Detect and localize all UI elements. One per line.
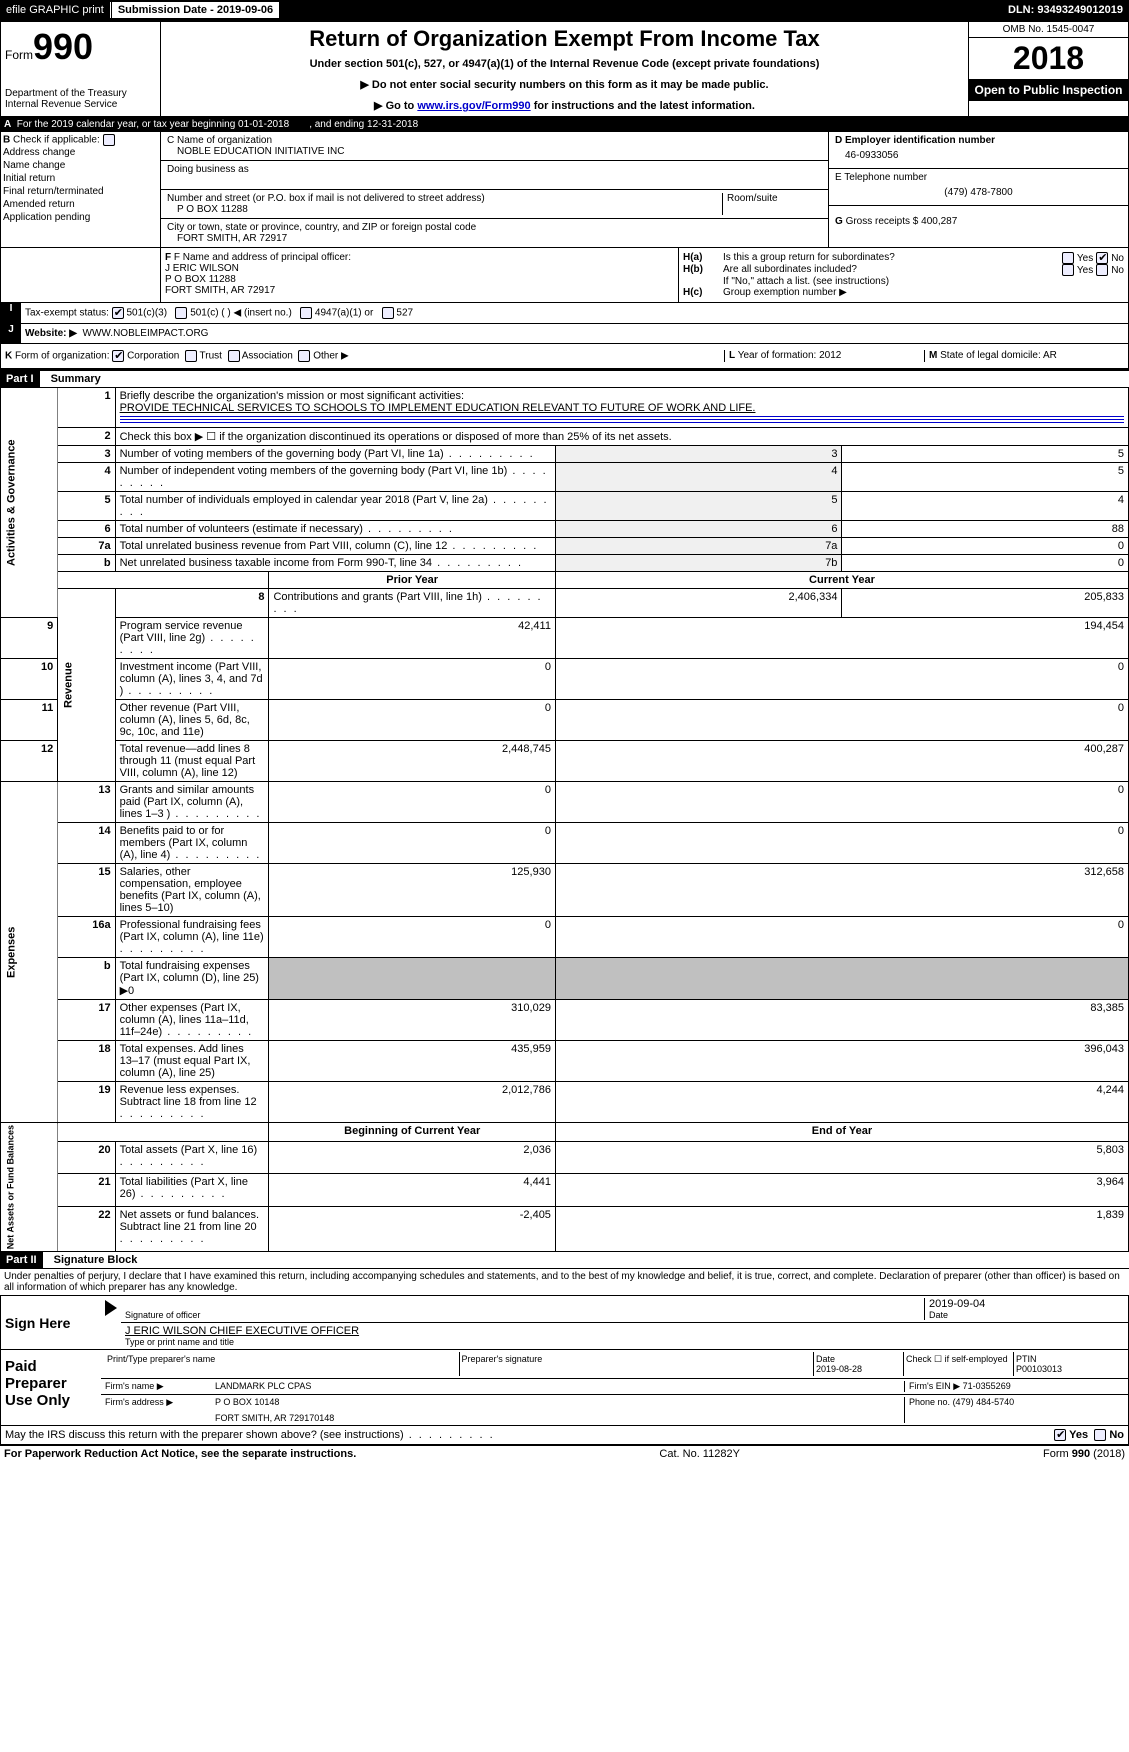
revenue-label: Revenue [58,589,115,782]
sign-here-block: Sign Here Signature of officer 2019-09-0… [0,1295,1129,1426]
footer: For Paperwork Reduction Act Notice, see … [0,1445,1129,1462]
phone-value: (479) 478-7800 [835,183,1122,202]
d-label: D Employer identification number [835,135,1122,146]
firm-ein: 71-0355269 [963,1381,1011,1391]
form-title: Return of Organization Exempt From Incom… [165,26,964,52]
dln: DLN: 93493249012019 [1002,2,1129,18]
f-h-block: F F Name and address of principal office… [0,248,1129,303]
ha-no-checkbox[interactable] [1096,252,1108,264]
corp-checkbox[interactable] [112,350,124,362]
dept-treasury: Department of the Treasury [5,88,156,99]
officer-city: FORT SMITH, AR 72917 [165,285,674,296]
submission-date: Submission Date - 2019-09-06 [111,1,280,19]
form-header: Form990 Department of the Treasury Inter… [0,20,1129,117]
firm-phone: (479) 484-5740 [953,1397,1015,1407]
tax-year: 2018 [969,38,1128,79]
summary-table: Activities & Governance 1 Briefly descri… [0,387,1129,1252]
firm-name: LANDMARK PLC CPAS [215,1381,904,1392]
ein-value: 46-0933056 [835,146,1122,165]
part1-header: Part I Summary [0,369,1129,387]
website-row: J Website: ▶ WWW.NOBLEIMPACT.ORG [0,324,1129,344]
form-subtitle: Under section 501(c), 527, or 4947(a)(1)… [165,58,964,70]
501c3-checkbox[interactable] [112,307,124,319]
expenses-label: Expenses [1,782,58,1123]
officer-street: P O BOX 11288 [165,274,674,285]
527-checkbox[interactable] [382,307,394,319]
checkbox-applicable[interactable] [103,134,115,146]
gross-receipts: 400,287 [921,216,957,227]
preparer-date: 2019-08-28 [816,1364,901,1374]
irs-link[interactable]: www.irs.gov/Form990 [417,100,530,112]
form-note-link: ▶ Go to www.irs.gov/Form990 for instruct… [165,99,964,112]
efile-label: efile GRAPHIC print [0,2,111,18]
year-formation: 2012 [819,350,841,361]
mission-text: PROVIDE TECHNICAL SERVICES TO SCHOOLS TO… [120,402,756,414]
prior-year-header: Prior Year [269,572,556,589]
assoc-checkbox[interactable] [228,350,240,362]
firm-addr1: P O BOX 10148 [215,1397,904,1407]
form-word: Form [5,48,33,62]
dba-label: Doing business as [167,164,822,175]
form-note-ssn: Do not enter social security numbers on … [165,78,964,91]
officer-signed-name: J ERIC WILSON CHIEF EXECUTIVE OFFICER [125,1325,1124,1337]
other-checkbox[interactable] [298,350,310,362]
hb-yes-checkbox[interactable] [1062,264,1074,276]
hb-no-checkbox[interactable] [1096,264,1108,276]
line5-val: 4 [842,492,1129,521]
perjury-text: Under penalties of perjury, I declare th… [0,1268,1129,1295]
street-value: P O BOX 11288 [167,204,722,215]
discuss-yes-checkbox[interactable] [1054,1429,1066,1441]
city-value: FORT SMITH, AR 72917 [167,233,822,244]
discuss-row: May the IRS discuss this return with the… [0,1426,1129,1445]
sign-here-label: Sign Here [1,1296,101,1349]
arrow-icon [105,1300,117,1316]
open-to-public: Open to Public Inspection [969,79,1128,101]
street-label: Number and street (or P.O. box if mail i… [167,193,722,204]
firm-addr2: FORT SMITH, AR 729170148 [215,1407,904,1423]
org-name: NOBLE EDUCATION INITIATIVE INC [167,146,822,157]
room-label: Room/suite [727,193,822,204]
line7b-val: 0 [842,555,1129,572]
header-info-grid: B Check if applicable: Address change Na… [0,132,1129,248]
e-label: E Telephone number [835,172,1122,183]
i-j-row: I Tax-exempt status: 501(c)(3) 501(c) ( … [0,303,1129,324]
netassets-label: Net Assets or Fund Balances [1,1123,58,1252]
line4-val: 5 [842,463,1129,492]
dept-irs: Internal Revenue Service [5,99,156,110]
form-number: 990 [33,26,93,67]
c-label: C Name of organization [167,135,822,146]
line3-val: 5 [842,446,1129,463]
discuss-no-checkbox[interactable] [1094,1429,1106,1441]
ptin-value: P00103013 [1016,1364,1122,1374]
sign-date: 2019-09-04 [929,1298,1124,1310]
k-l-m-row: K Form of organization: Corporation Trus… [0,344,1129,369]
current-year-header: Current Year [555,572,1128,589]
paid-preparer-label: Paid Preparer Use Only [1,1350,101,1425]
trust-checkbox[interactable] [185,350,197,362]
line-a: A For the 2019 calendar year, or tax yea… [0,117,1129,132]
officer-name: J ERIC WILSON [165,263,674,274]
ha-yes-checkbox[interactable] [1062,252,1074,264]
4947-checkbox[interactable] [300,307,312,319]
state-domicile: AR [1043,350,1057,361]
line6-val: 88 [842,521,1129,538]
omb-number: OMB No. 1545-0047 [969,22,1128,38]
top-bar: efile GRAPHIC print Submission Date - 20… [0,0,1129,20]
city-label: City or town, state or province, country… [167,222,822,233]
website-value: WWW.NOBLEIMPACT.ORG [83,328,209,339]
501c-checkbox[interactable] [175,307,187,319]
governance-label: Activities & Governance [1,388,58,618]
part2-header: Part II Signature Block [0,1252,1129,1268]
line7a-val: 0 [842,538,1129,555]
